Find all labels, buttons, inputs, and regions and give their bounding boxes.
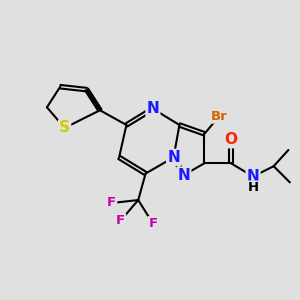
Text: H: H	[248, 181, 259, 194]
Text: Br: Br	[211, 110, 228, 123]
Text: N: N	[167, 150, 180, 165]
Text: F: F	[116, 214, 125, 227]
Text: N: N	[147, 101, 159, 116]
Text: F: F	[148, 217, 158, 230]
Text: F: F	[107, 196, 116, 209]
Text: N: N	[178, 167, 190, 182]
Text: N: N	[247, 169, 260, 184]
Text: S: S	[59, 120, 70, 135]
Text: O: O	[224, 132, 238, 147]
